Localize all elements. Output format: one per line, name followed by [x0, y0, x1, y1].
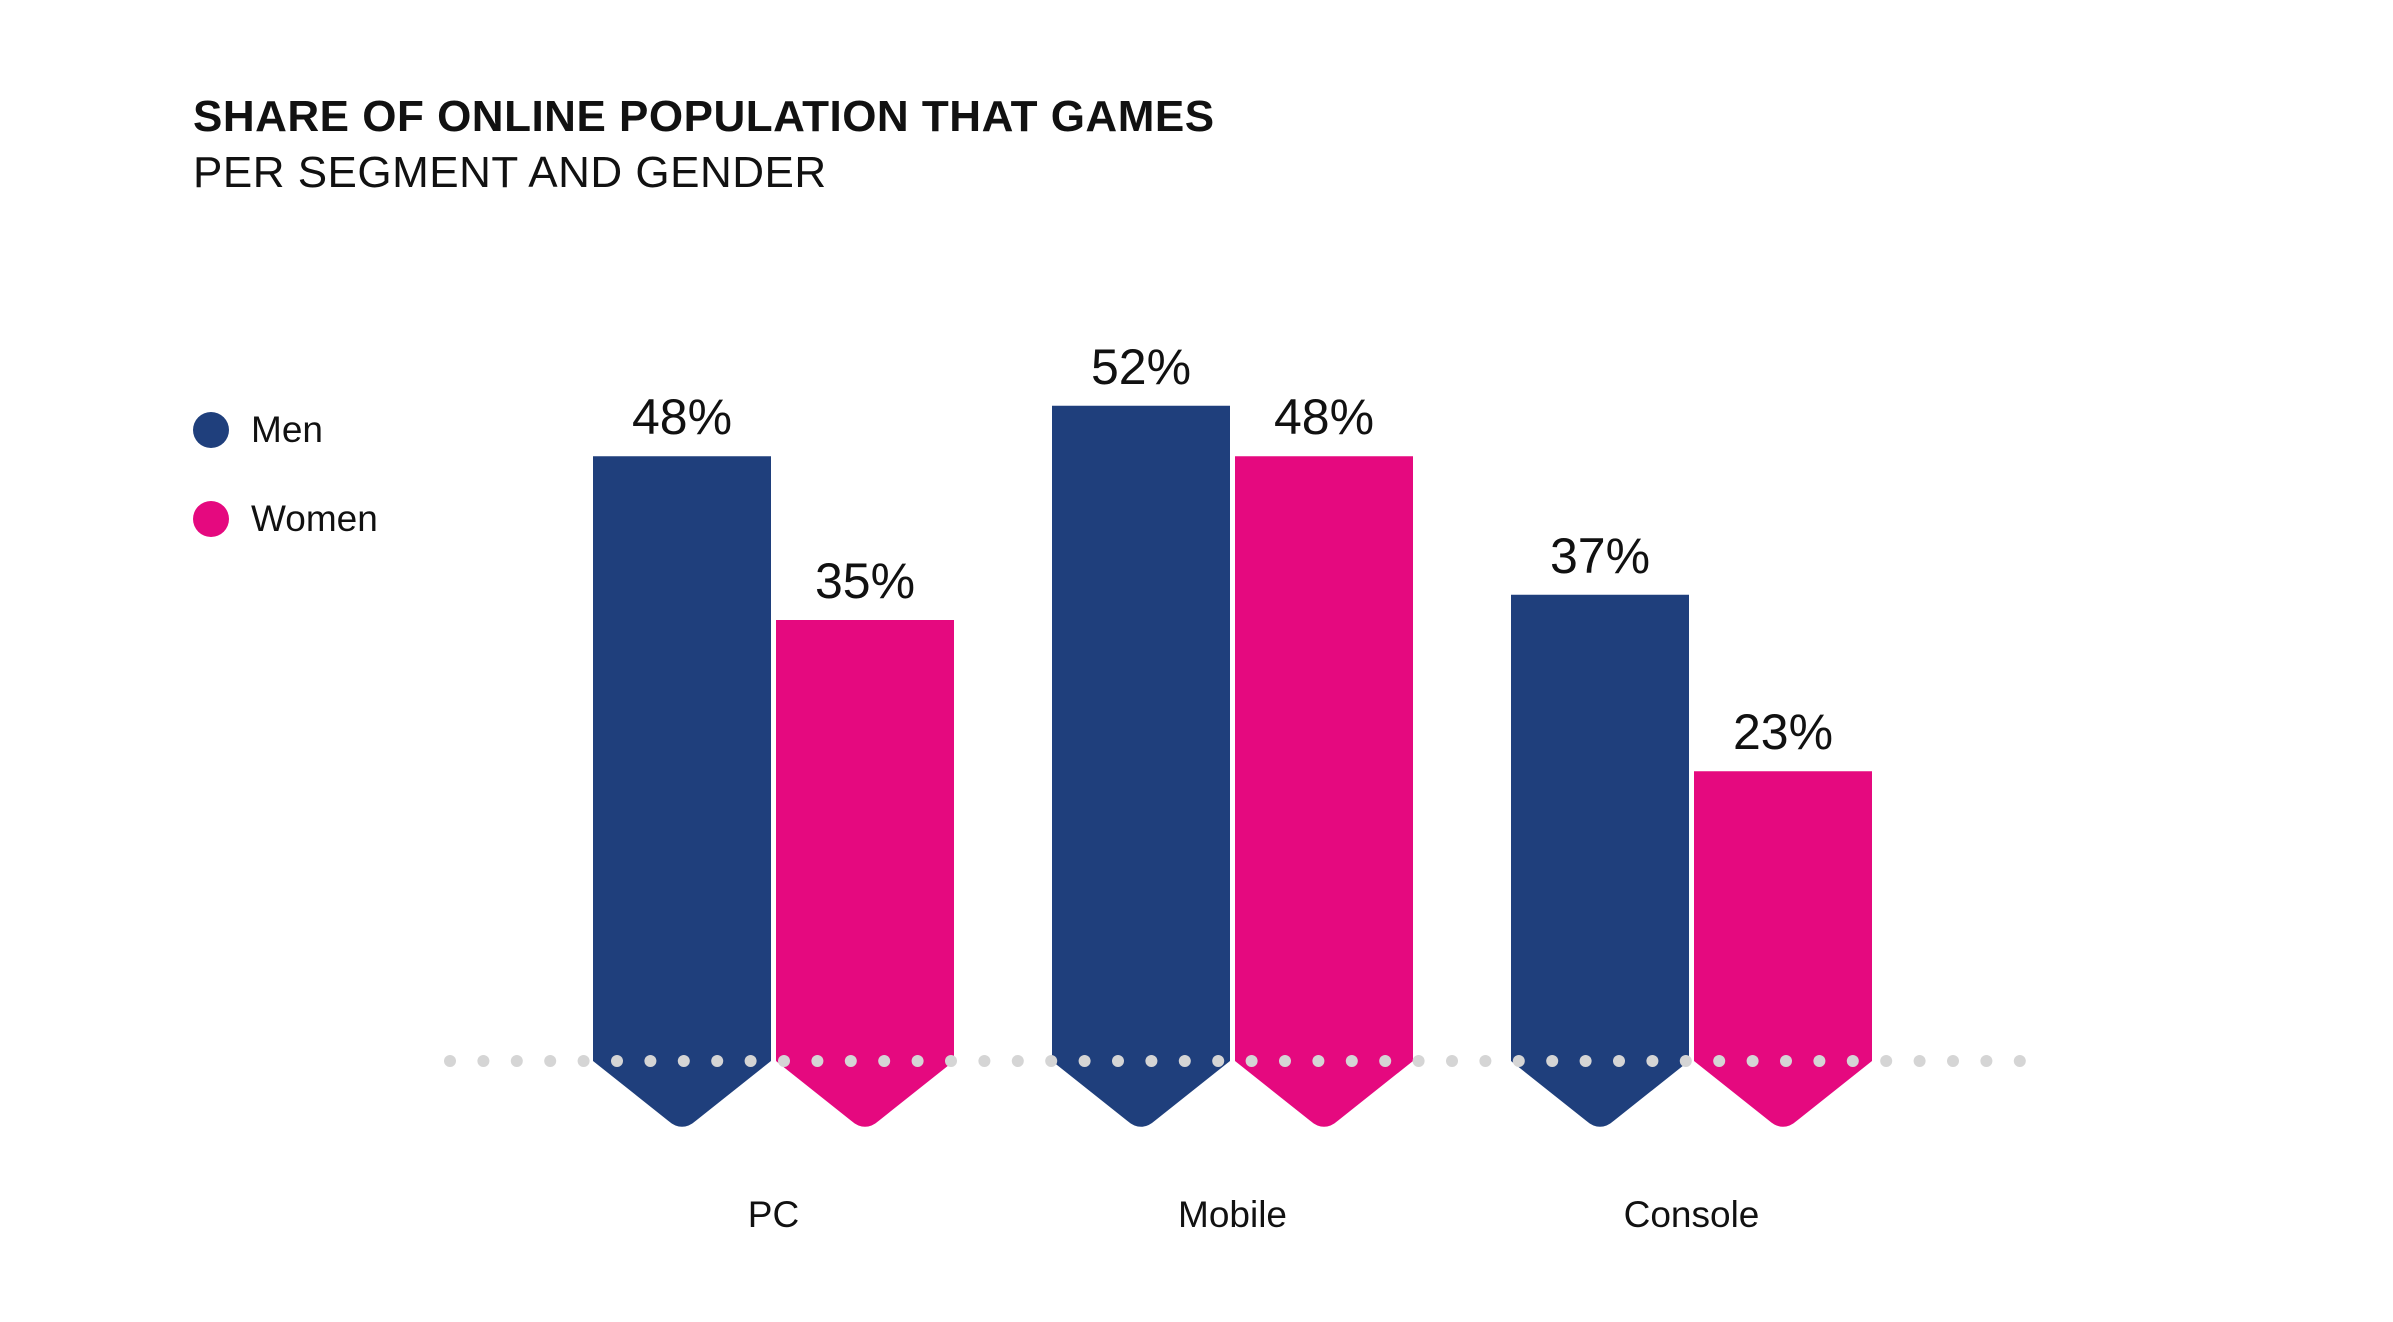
baseline-dot	[844, 1055, 857, 1067]
baseline-dot	[1846, 1055, 1859, 1067]
bar-mobile-women	[1235, 456, 1413, 1127]
baseline-dot	[444, 1055, 456, 1067]
baseline-dot	[1613, 1055, 1625, 1067]
legend-label-women: Women	[251, 498, 378, 539]
value-label-console-men: 37%	[1550, 528, 1650, 584]
baseline-dot	[1212, 1055, 1225, 1067]
baseline-dot	[978, 1055, 991, 1067]
baseline-dot	[1546, 1055, 1559, 1067]
baseline-dot	[1345, 1055, 1358, 1067]
baseline-dot	[1679, 1055, 1692, 1067]
baseline-dot	[1379, 1055, 1392, 1067]
legend: Men Women	[193, 408, 378, 586]
bar-pc-women	[776, 620, 954, 1127]
baseline-dot	[1078, 1055, 1091, 1067]
value-label-pc-men: 48%	[632, 389, 732, 445]
baseline-dot	[1145, 1055, 1158, 1067]
value-label-pc-women: 35%	[815, 553, 915, 609]
bars-group	[593, 405, 1872, 1127]
baseline-dot	[778, 1055, 790, 1067]
value-label-mobile-women: 48%	[1274, 389, 1374, 445]
baseline-dot	[1512, 1055, 1525, 1067]
bar-console-women	[1694, 771, 1872, 1127]
baseline-dot	[1412, 1055, 1425, 1067]
baseline-dot	[1312, 1055, 1325, 1067]
baseline-dot	[1713, 1055, 1726, 1067]
baseline-dot	[2013, 1055, 2026, 1067]
chart-title: SHARE OF ONLINE POPULATION THAT GAMES	[193, 92, 1215, 141]
baseline-dot	[1646, 1055, 1659, 1067]
baseline-dot	[911, 1055, 924, 1067]
category-label-pc: PC	[748, 1194, 799, 1235]
baseline-dot	[477, 1055, 490, 1067]
baseline-dot	[1479, 1055, 1492, 1067]
baseline-dot	[510, 1055, 523, 1067]
baseline-dot	[1880, 1055, 1893, 1067]
bar-console-men	[1511, 594, 1689, 1127]
baseline-dot	[878, 1055, 891, 1067]
bar-mobile-men	[1052, 405, 1230, 1127]
value-label-mobile-men: 52%	[1091, 339, 1191, 395]
baseline-dot	[1947, 1055, 1959, 1067]
baseline-dot	[1011, 1055, 1024, 1067]
legend-swatch-men	[193, 412, 229, 448]
baseline-dot	[644, 1055, 657, 1067]
category-label-console: Console	[1624, 1194, 1760, 1235]
baseline-dot	[1579, 1055, 1592, 1067]
category-label-mobile: Mobile	[1178, 1194, 1287, 1235]
baseline-dot	[945, 1055, 957, 1067]
baseline-dot	[1746, 1055, 1759, 1067]
bar-pc-men	[593, 456, 771, 1127]
baseline-dot	[577, 1055, 590, 1067]
baseline-dot	[711, 1055, 724, 1067]
baseline-dot	[544, 1055, 557, 1067]
baseline-dot	[1045, 1055, 1058, 1067]
baseline-dot	[1245, 1055, 1258, 1067]
baseline-dot	[811, 1055, 824, 1067]
baseline-dot	[1813, 1055, 1826, 1067]
category-labels: PC Mobile Console	[748, 1194, 1760, 1235]
legend-item-men: Men	[193, 408, 378, 452]
legend-item-women: Women	[193, 497, 378, 541]
value-labels: 48% 35% 52% 48% 37% 23%	[632, 339, 1833, 760]
baseline-dot	[1980, 1055, 1993, 1067]
value-label-console-women: 23%	[1733, 704, 1833, 760]
baseline-dot	[1112, 1055, 1124, 1067]
legend-swatch-women	[193, 501, 229, 537]
chart-subtitle: PER SEGMENT AND GENDER	[193, 148, 827, 197]
baseline-dot	[1913, 1055, 1926, 1067]
baseline-dot	[1446, 1055, 1458, 1067]
baseline-dot	[611, 1055, 623, 1067]
baseline-dot	[744, 1055, 757, 1067]
baseline-dot	[1279, 1055, 1291, 1067]
legend-label-men: Men	[251, 409, 323, 450]
baseline-dot	[677, 1055, 690, 1067]
baseline-dot	[1780, 1055, 1792, 1067]
baseline-dot	[1178, 1055, 1191, 1067]
dotted-baseline	[444, 1055, 2026, 1067]
